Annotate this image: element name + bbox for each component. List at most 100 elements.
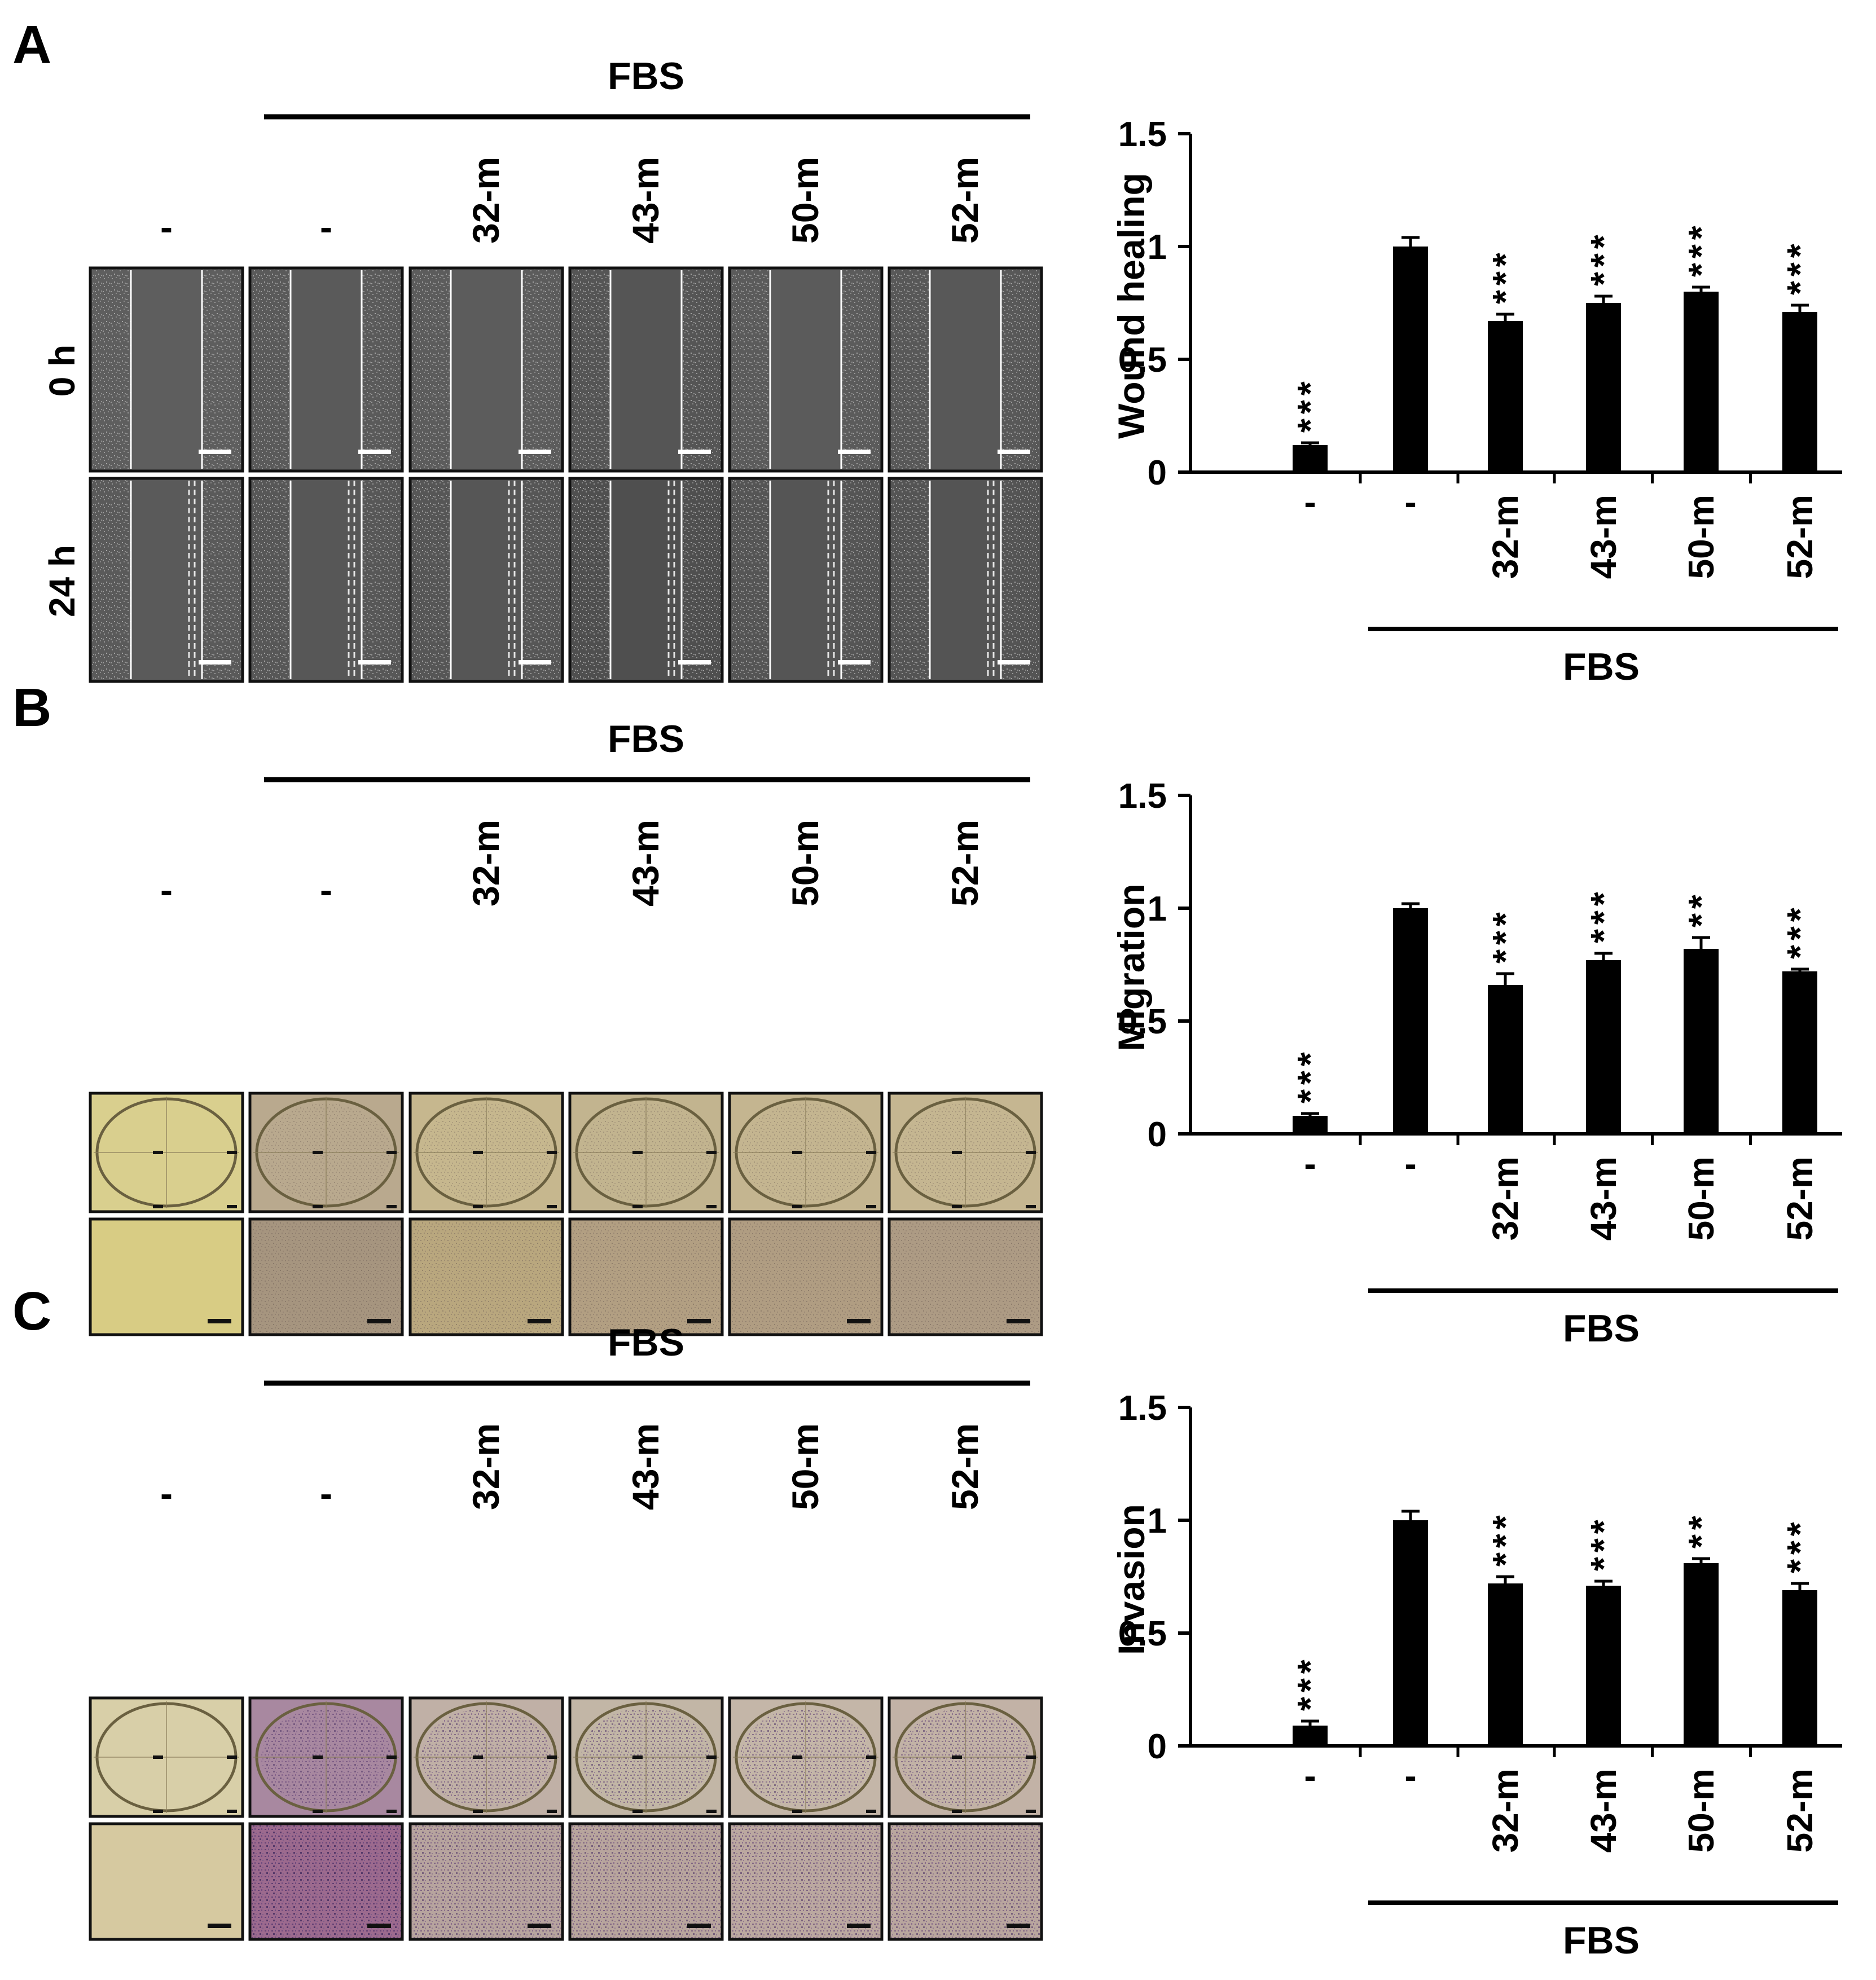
bar	[1488, 1583, 1523, 1746]
bar-chart-wound-healing: 0 0.5 1 1.5 Wound healing *** - - *** 32-m *** 43-m…	[1110, 115, 1842, 688]
panel-letter: B	[12, 677, 51, 738]
x-category-label: 52-m	[1780, 1768, 1820, 1853]
scale-bar	[1007, 1319, 1030, 1323]
x-category-label: 52-m	[1780, 1156, 1820, 1240]
y-axis-label: Wound healing	[1110, 173, 1152, 439]
micrograph-image	[568, 266, 724, 473]
y-tick-label: 1	[1148, 890, 1167, 929]
scale-bar	[998, 660, 1030, 665]
micrograph-image	[89, 477, 244, 683]
scale-bar	[519, 450, 551, 454]
significance-marker: ***	[1485, 1511, 1526, 1567]
column-label: -	[160, 206, 173, 248]
bar	[1782, 312, 1817, 472]
bar	[1586, 303, 1621, 472]
micrograph-image	[248, 1822, 404, 1941]
micrograph-image	[408, 1217, 564, 1336]
x-category-label: -	[1304, 1755, 1316, 1796]
significance-marker: ***	[1780, 903, 1820, 959]
y-tick-label: 0.5	[1118, 1002, 1167, 1041]
scale-bar	[998, 450, 1030, 454]
scale-bar	[208, 1319, 231, 1323]
x-category-label: 43-m	[1583, 495, 1624, 579]
column-label: -	[160, 1472, 173, 1514]
significance-marker: ***	[1780, 239, 1820, 295]
scale-bar	[678, 450, 711, 454]
micrograph-image	[568, 1092, 724, 1213]
column-label: 52-m	[944, 1423, 986, 1510]
bar-charts: 0 0.5 1 1.5 Wound healing *** - - *** 32-m *** 43-m…	[1110, 115, 1842, 1962]
scale-bar	[199, 660, 231, 665]
bar	[1488, 321, 1523, 472]
scale-bar	[678, 660, 711, 665]
column-label: 50-m	[784, 820, 826, 907]
column-label: 32-m	[465, 157, 507, 244]
bar	[1684, 949, 1719, 1134]
panel-letter: C	[12, 1281, 51, 1341]
micrograph-image	[728, 1092, 884, 1213]
scale-bar	[847, 1924, 871, 1928]
significance-marker: ***	[1290, 1048, 1330, 1103]
column-label: 43-m	[625, 1423, 666, 1510]
micrograph-image	[248, 1092, 404, 1213]
y-axis-label: Migration	[1110, 884, 1152, 1051]
significance-marker: ***	[1583, 1515, 1624, 1571]
fbs-group-label: FBS	[1563, 645, 1640, 688]
micrograph-image	[408, 477, 564, 683]
micrograph-image	[888, 1822, 1043, 1941]
y-tick-label: 0	[1148, 454, 1167, 492]
micrograph-image	[888, 266, 1043, 473]
x-category-label: 50-m	[1681, 1156, 1721, 1240]
scale-bar	[838, 450, 871, 454]
scale-bar	[367, 1319, 391, 1323]
panel-B: B FBS - - 32-m 43-m 50-m 52-m	[12, 677, 1043, 1336]
y-tick-label: 1	[1148, 1502, 1167, 1541]
image-panels: A FBS - - 32-m 43-m 50-m 52-m 0 h 24 h B FBS - - 32-m 4…	[12, 15, 1043, 1941]
row-label: 0 h	[42, 345, 82, 397]
y-tick-label: 1.5	[1118, 1389, 1167, 1428]
significance-marker: ***	[1290, 1655, 1330, 1711]
fbs-group-label: FBS	[1563, 1919, 1640, 1962]
bar	[1684, 292, 1719, 472]
bar-chart-invasion: 0 0.5 1 1.5 Invasion *** - - *** 32-m *** 43-m ** 50-…	[1110, 1389, 1842, 1962]
column-label: -	[160, 869, 173, 910]
panel-A: A FBS - - 32-m 43-m 50-m 52-m 0 h 24 h	[12, 15, 1043, 683]
micrograph-image	[568, 1217, 724, 1336]
bar	[1393, 908, 1428, 1134]
row-label: 24 h	[42, 545, 82, 617]
micrograph-image	[728, 266, 884, 473]
x-category-label: 50-m	[1681, 495, 1721, 579]
y-axis-label: Invasion	[1110, 1504, 1152, 1655]
column-label: 43-m	[625, 157, 666, 244]
column-label: 50-m	[784, 157, 826, 244]
x-category-label: 43-m	[1583, 1768, 1624, 1853]
y-tick-label: 0.5	[1118, 1614, 1167, 1653]
column-label: -	[320, 206, 332, 248]
column-label: 32-m	[465, 820, 507, 907]
column-label: 50-m	[784, 1423, 826, 1510]
micrograph-image	[248, 266, 404, 473]
significance-marker: ***	[1780, 1517, 1820, 1573]
column-label: 32-m	[465, 1423, 507, 1510]
micrograph-image	[888, 477, 1043, 683]
bar	[1393, 247, 1428, 472]
micrograph-image	[888, 1217, 1043, 1336]
micrograph-image	[248, 1696, 404, 1818]
scale-bar	[519, 660, 551, 665]
bar-chart-migration: 0 0.5 1 1.5 Migration *** - - *** 32-m *** 43-m ** 50…	[1110, 777, 1842, 1350]
bar	[1586, 960, 1621, 1134]
bar	[1782, 971, 1817, 1134]
micrograph-image	[408, 266, 564, 473]
fbs-label: FBS	[608, 1321, 684, 1364]
micrograph-image	[89, 266, 244, 473]
micrograph-image	[408, 1822, 564, 1941]
column-label: 43-m	[625, 820, 666, 907]
micrograph-image	[408, 1696, 564, 1818]
micrograph-image	[248, 477, 404, 683]
x-category-label: -	[1404, 1143, 1416, 1184]
column-label: -	[320, 1472, 332, 1514]
scale-bar	[199, 450, 231, 454]
bar	[1293, 1116, 1328, 1134]
micrograph-image	[89, 1092, 244, 1213]
